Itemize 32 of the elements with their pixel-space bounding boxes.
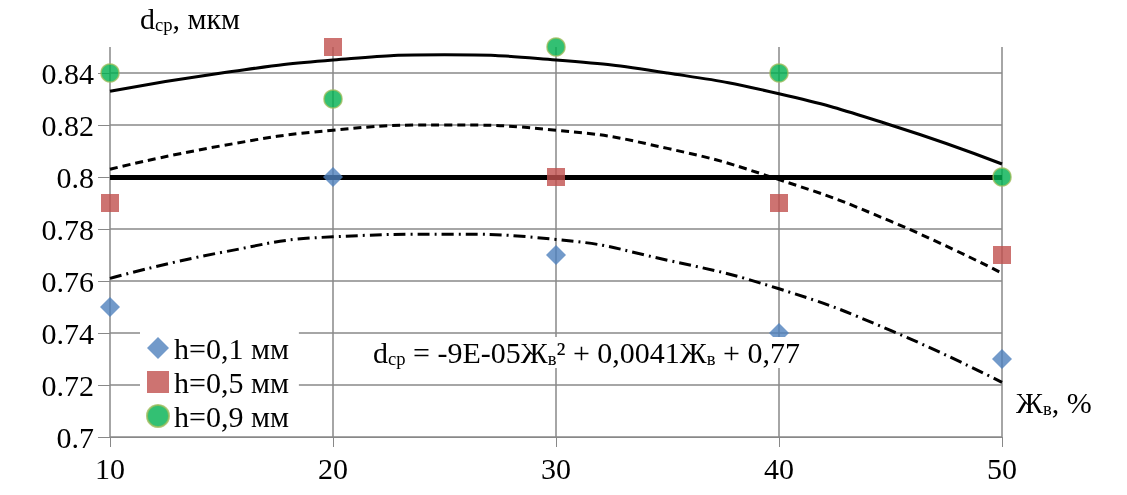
x-tick-label: 10 [95,451,125,485]
y-tick-label: 0.76 [41,264,94,298]
x-tick-label: 30 [541,451,571,485]
y-tick-label: 0.78 [41,212,94,246]
y-axis-title: dср, мкм [140,1,241,35]
legend-label: h=0,1 мм [174,331,289,365]
x-axis-title: Жв, % [1016,385,1092,419]
point [546,245,566,265]
x-tick-label: 40 [764,451,794,485]
point [323,167,343,187]
point [324,38,342,56]
point [101,194,119,212]
y-tick-label: 0.7 [56,420,94,454]
x-tick-label: 20 [318,451,348,485]
point [992,349,1012,369]
legend-label: h=0,5 мм [174,365,289,399]
y-tick-label: 0.74 [41,316,94,350]
point [769,63,789,83]
point [546,37,566,57]
y-tick-label: 0.72 [41,368,94,402]
point [323,89,343,109]
y-tick-label: 0.8 [56,160,94,194]
point [770,194,788,212]
point [547,168,565,186]
y-tick-label: 0.84 [41,56,94,90]
point [100,297,120,317]
x-tick-label: 50 [987,451,1017,485]
legend-label: h=0,9 мм [174,399,289,433]
y-tick-label: 0.82 [41,108,94,142]
annotation: dср = -9E-05Жв² + 0,0041Жв + 0,77 [373,336,800,369]
point [993,246,1011,264]
point [992,167,1012,187]
